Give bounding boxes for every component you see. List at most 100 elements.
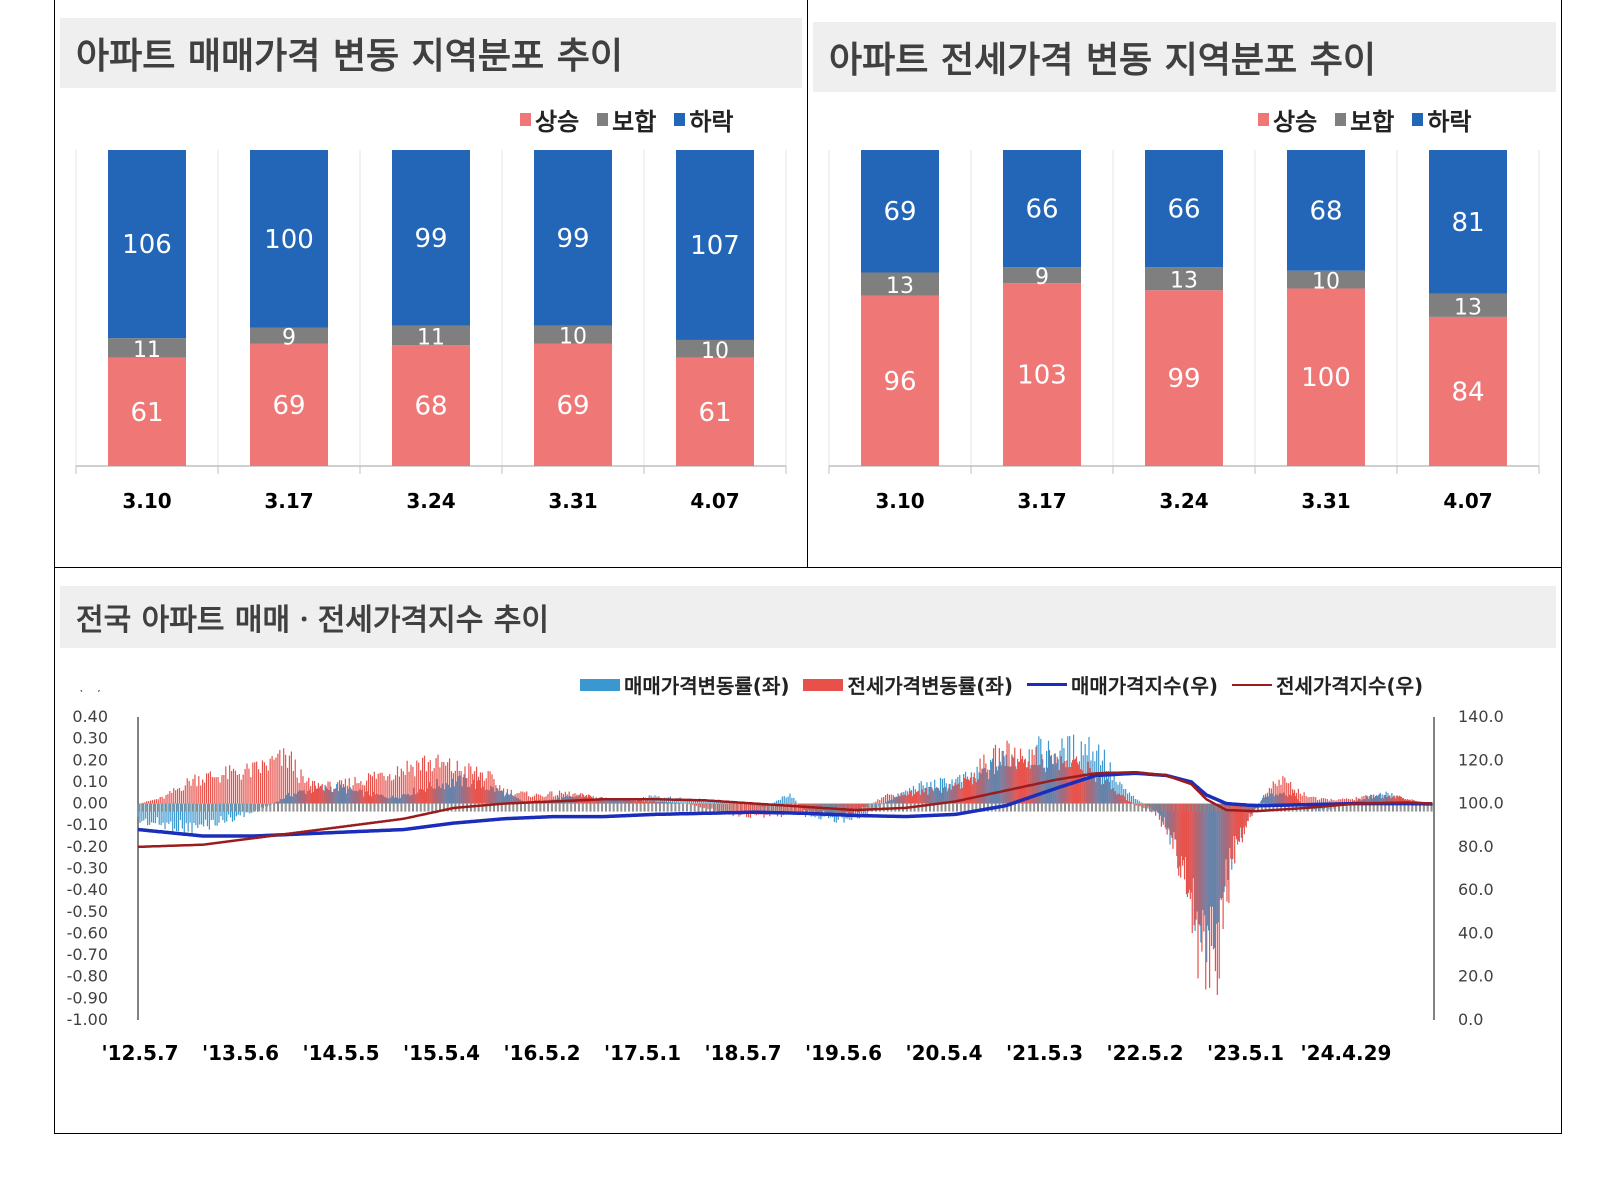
left-axis-unit: (%) <box>78 690 102 694</box>
bar-segment <box>676 339 754 358</box>
x-tick-label: '21.5.3 <box>1006 1041 1083 1065</box>
legend-flat-label: 보합 <box>612 108 657 136</box>
left-tick-label: -0.90 <box>67 988 108 1007</box>
bar-segment <box>1003 283 1081 466</box>
right-tick-label: 60.0 <box>1458 880 1494 899</box>
right-panel-title: 아파트 전세가격 변동 지역분포 추이 <box>829 40 1376 81</box>
left-tick-label: 0.40 <box>72 707 108 726</box>
legend-item-rise: 상승 <box>520 102 579 137</box>
x-tick-label: '24.4.29 <box>1301 1041 1392 1065</box>
bar-segment <box>1145 290 1223 466</box>
left-tick-label: -0.60 <box>67 923 108 942</box>
x-tick-label: 3.24 <box>1159 489 1208 513</box>
data-label: 99 <box>414 224 447 254</box>
bar-segment <box>534 325 612 344</box>
data-label: 81 <box>1451 208 1484 238</box>
index-combo-chart: (%) 0.40 0.30 0.20 0.10 0.00 -0.10 -0.20 -0.30 -0… <box>67 690 1504 1065</box>
left-panel-title: 아파트 매매가격 변동 지역분포 추이 <box>76 36 623 77</box>
data-label: 69 <box>556 391 589 421</box>
right-panel-title-bar: 아파트 전세가격 변동 지역분포 추이 <box>813 22 1556 92</box>
legend-rise-label: 상승 <box>1273 108 1318 136</box>
legend-fall-label: 하락 <box>1427 108 1472 136</box>
data-label: 107 <box>690 231 740 261</box>
data-label: 99 <box>1167 364 1200 394</box>
flat-swatch <box>597 113 609 126</box>
x-tick-label: '23.5.1 <box>1207 1041 1284 1065</box>
data-label: 100 <box>264 225 314 255</box>
bar-segment <box>250 327 328 344</box>
sale-rate-swatch <box>580 678 620 691</box>
right-tick-label: 120.0 <box>1458 750 1504 769</box>
legend-flat-label: 보합 <box>1350 108 1395 136</box>
data-label: 9 <box>282 326 296 351</box>
legend-item-fall: 하락 <box>674 102 734 137</box>
data-label: 69 <box>883 197 916 227</box>
x-tick-label: 3.31 <box>1301 489 1350 513</box>
legend-sale-index-label: 매매가격지수(우) <box>1070 674 1219 698</box>
right-tick-label: 20.0 <box>1458 967 1494 986</box>
legend-sale-rate-label: 매매가격변동률(좌) <box>624 674 790 698</box>
jeonse-rate-swatch <box>803 678 844 691</box>
data-label: 61 <box>130 398 163 428</box>
rise-swatch <box>520 113 531 126</box>
data-label: 10 <box>701 339 729 364</box>
data-label: 84 <box>1451 377 1484 407</box>
bar-segment <box>861 272 939 296</box>
data-label: 10 <box>1312 270 1340 295</box>
legend-rise-label: 상승 <box>535 108 580 136</box>
left-panel-title-bar: 아파트 매매가격 변동 지역분포 추이 <box>60 18 802 88</box>
bottom-panel-title-bar: 전국 아파트 매매ㆍ전세가격지수 추이 <box>60 586 1556 648</box>
left-tick-label: -0.40 <box>67 880 108 899</box>
bar-segment <box>676 357 754 466</box>
x-tick-label: 3.10 <box>122 489 171 513</box>
x-tick-label: '22.5.2 <box>1107 1041 1184 1065</box>
left-tick-label: -0.80 <box>67 967 108 986</box>
flat-swatch <box>1335 113 1347 126</box>
right-tick-label: 100.0 <box>1458 794 1504 813</box>
bar-segment <box>534 150 612 326</box>
x-tick-label: '15.5.4 <box>403 1041 480 1065</box>
data-label: 13 <box>886 274 914 299</box>
legend-fall-label: 하락 <box>689 108 734 136</box>
right-legend: 상승 보합 하락 <box>1258 102 1472 137</box>
left-stacked-bar-chart: 61 11 106 3.10 69 9 100 3.17 68 11 99 3.24 69 10 99 3.3… <box>75 150 787 513</box>
left-tick-label: 0.20 <box>72 750 108 769</box>
x-tick-label: 3.17 <box>264 489 313 513</box>
x-tick-label: 3.10 <box>875 489 924 513</box>
bar-segment <box>250 150 328 328</box>
bar-segment <box>392 150 470 326</box>
x-tick-label: '18.5.7 <box>705 1041 782 1065</box>
bar-segment <box>1287 270 1365 289</box>
index-line <box>137 770 1433 849</box>
legend-item-fall: 하락 <box>1412 102 1472 137</box>
right-tick-label: 140.0 <box>1458 707 1504 726</box>
x-tick-label: 4.07 <box>690 489 739 513</box>
x-tick-label: '20.5.4 <box>906 1041 983 1065</box>
data-label: 103 <box>1017 361 1067 391</box>
bar-segment <box>108 338 186 358</box>
legend-jeonse-index-label: 전세가격지수(우) <box>1276 674 1424 698</box>
legend-item-rise: 상승 <box>1258 102 1317 137</box>
bar-segment <box>250 343 328 466</box>
data-label: 99 <box>556 224 589 254</box>
bar-segment <box>108 357 186 466</box>
x-tick-label: '19.5.6 <box>805 1041 882 1065</box>
right-tick-label: 80.0 <box>1458 837 1494 856</box>
x-tick-label: '13.5.6 <box>202 1041 279 1065</box>
right-stacked-bar-chart: 96 13 69 3.10 103 9 66 3.17 99 13 66 3.24 100 10 68 3.3… <box>828 150 1540 513</box>
x-tick-label: '14.5.5 <box>303 1041 380 1065</box>
bar-segment <box>392 345 470 466</box>
bar-segment <box>534 343 612 466</box>
data-label: 69 <box>272 391 305 421</box>
x-tick-label: 4.07 <box>1443 489 1492 513</box>
index-line <box>137 771 1433 838</box>
data-label: 96 <box>883 367 916 397</box>
x-tick-label: 3.31 <box>548 489 597 513</box>
bar-segment <box>1003 267 1081 284</box>
data-label: 13 <box>1454 295 1482 320</box>
legend-item-jeonse-index: 전세가격지수(우) <box>1232 670 1423 699</box>
bottom-panel-title: 전국 아파트 매매ㆍ전세가격지수 추이 <box>76 603 549 638</box>
data-label: 11 <box>417 326 445 351</box>
x-tick-label: '16.5.2 <box>504 1041 581 1065</box>
left-tick-label: 0.00 <box>72 794 108 813</box>
